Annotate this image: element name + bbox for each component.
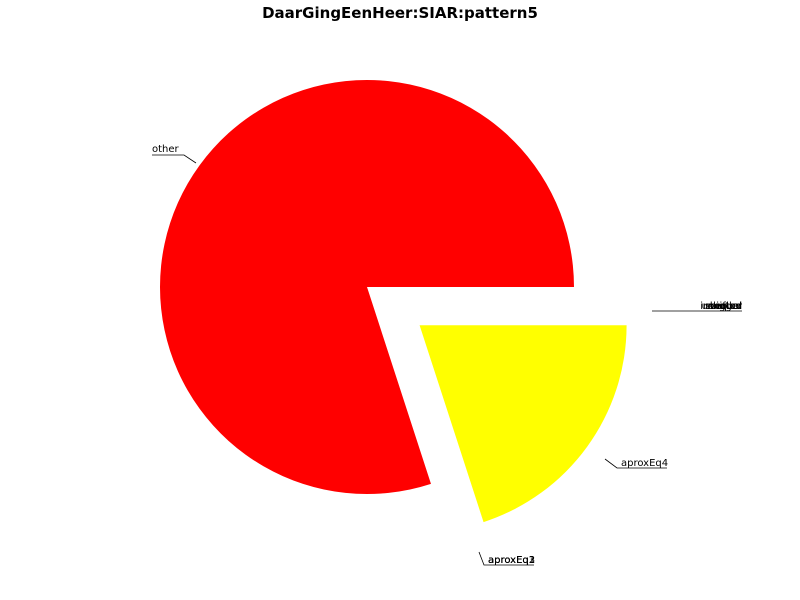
pie-slices bbox=[160, 79, 627, 523]
slice-label-bigger: bigger bbox=[710, 301, 743, 312]
slice-label-aproxEq1: aproxEq1 bbox=[488, 555, 535, 566]
leader-line-aproxEq1 bbox=[478, 551, 534, 566]
slice-label-unequal: unequal bbox=[702, 301, 742, 312]
slice-label-smaller: smaller bbox=[705, 301, 743, 312]
chart-title: DaarGingEenHeer:SIAR:pattern5 bbox=[262, 4, 538, 22]
leader-line-aproxEq4 bbox=[604, 458, 667, 469]
pie-slice-aproxEq4 bbox=[419, 325, 627, 523]
slice-label-aproxEq3: aproxEq3 bbox=[488, 555, 535, 566]
slice-label-aproxEq2: aproxEq2 bbox=[488, 555, 535, 566]
slice-label-other: other bbox=[152, 144, 180, 155]
slice-label-inverted: inverted bbox=[700, 301, 742, 312]
slice-label-equal: equal bbox=[714, 301, 742, 312]
leader-line-other bbox=[152, 154, 197, 164]
pie-slice-other bbox=[160, 79, 574, 494]
slice-label-aproxEq4: aproxEq4 bbox=[621, 458, 668, 469]
slice-label-shifted: shifted bbox=[708, 301, 742, 312]
